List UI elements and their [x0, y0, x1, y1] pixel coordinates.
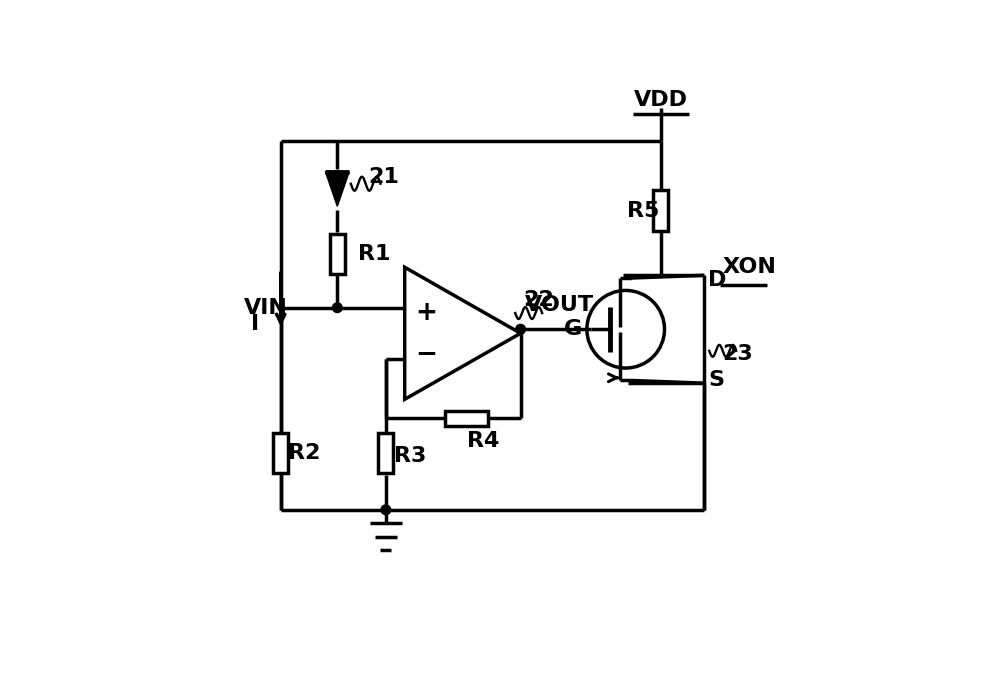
Text: R5: R5: [627, 201, 660, 220]
Text: 23: 23: [723, 344, 753, 363]
FancyBboxPatch shape: [445, 411, 488, 426]
Text: I: I: [251, 314, 259, 334]
Text: +: +: [415, 300, 437, 326]
Text: VDD: VDD: [634, 90, 688, 110]
Text: −: −: [415, 342, 438, 368]
Text: D: D: [708, 270, 727, 290]
Text: VOUT: VOUT: [525, 295, 594, 315]
Text: XON: XON: [723, 258, 777, 277]
Text: R3: R3: [394, 446, 427, 466]
FancyBboxPatch shape: [330, 234, 345, 274]
Text: 22: 22: [523, 290, 554, 309]
Text: R4: R4: [467, 430, 499, 451]
FancyBboxPatch shape: [653, 190, 668, 231]
Text: S: S: [708, 370, 724, 391]
Text: G: G: [564, 319, 582, 339]
FancyBboxPatch shape: [273, 433, 288, 473]
Polygon shape: [325, 172, 349, 206]
Text: VIN: VIN: [244, 298, 288, 318]
Circle shape: [516, 324, 525, 334]
FancyBboxPatch shape: [378, 433, 393, 473]
Text: 21: 21: [369, 167, 399, 187]
Circle shape: [381, 505, 391, 514]
Text: R2: R2: [288, 443, 321, 463]
Text: R1: R1: [358, 244, 390, 264]
Circle shape: [332, 303, 342, 312]
